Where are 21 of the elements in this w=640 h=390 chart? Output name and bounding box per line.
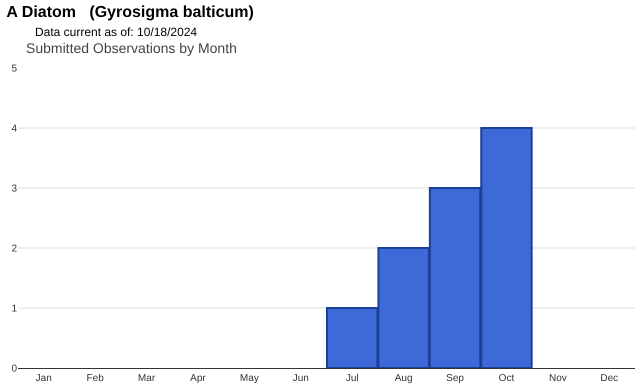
- x-tick-label: Nov: [548, 373, 567, 384]
- x-tick-label: Mar: [138, 373, 156, 384]
- x-tick-label: Jan: [36, 373, 52, 384]
- x-tick-label: May: [240, 373, 259, 384]
- y-tick-label: 2: [11, 244, 18, 254]
- chart-subtitle: Data current as of: 10/18/2024: [35, 25, 198, 39]
- x-tick-label: Aug: [394, 373, 413, 384]
- x-tick-label: Jun: [292, 373, 309, 384]
- y-tick-label: 0: [11, 364, 18, 374]
- x-tick-label: Sep: [446, 373, 464, 384]
- y-tick-label: 5: [11, 64, 18, 74]
- y-tick-label: 4: [11, 124, 18, 134]
- chart-title: A Diatom (Gyrosigma balticum): [6, 4, 254, 22]
- y-tick-label: 3: [11, 184, 18, 194]
- x-tick-label: Oct: [498, 373, 514, 384]
- y-tick-label: 1: [11, 304, 18, 314]
- x-tick-label: Jul: [346, 373, 359, 384]
- x-tick-label: Apr: [190, 373, 206, 384]
- x-tick-label: Dec: [600, 373, 618, 384]
- text: Submitted Observations by Month: [26, 40, 237, 56]
- x-tick-label: Feb: [86, 373, 104, 384]
